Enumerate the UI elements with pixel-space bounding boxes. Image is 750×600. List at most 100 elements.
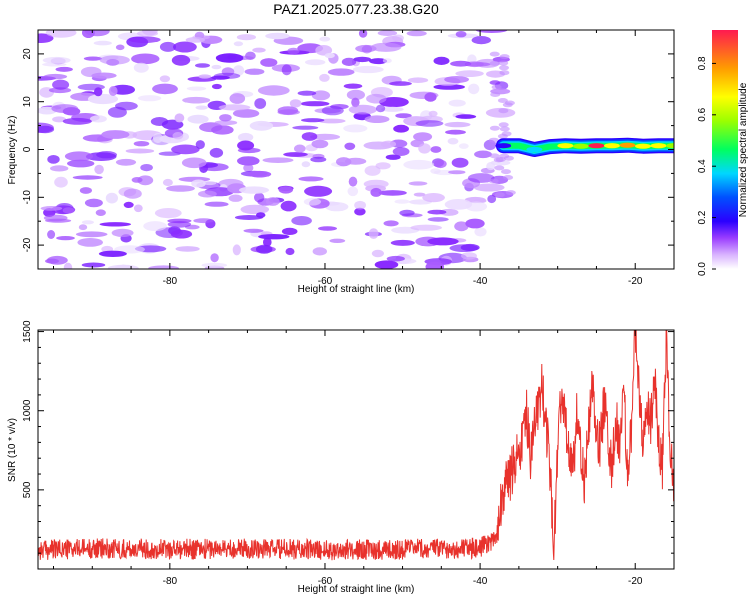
noise-blob [499,65,509,71]
noise-blob [354,207,366,216]
noise-blob [422,193,445,203]
noise-blob [325,202,349,212]
noise-blob [240,204,270,215]
noise-blob [254,192,265,203]
noise-blob [195,140,205,150]
noise-blob [133,141,150,147]
noise-blob [403,159,435,170]
noise-blob [159,41,177,52]
signal-ridge-peak [635,143,651,149]
signal-ridge-peak [541,144,558,150]
noise-blob [115,158,137,166]
noise-blob [211,64,222,70]
noise-blob [154,208,182,219]
noise-blob [393,124,409,133]
noise-blob [499,126,510,132]
noise-blob [455,114,477,119]
colorbar-tick-label: 0.4 [697,159,708,173]
x-tick-label: -80 [163,276,178,287]
noise-blob [108,86,118,96]
noise-blob [87,93,119,105]
noise-blob [368,228,379,239]
noise-blob [292,125,319,130]
noise-blob [427,217,449,222]
snr-frame [37,329,675,570]
noise-blob [166,185,195,192]
y-tick-label: -20 [22,237,33,252]
noise-blob [280,200,297,212]
noise-blob [319,36,331,42]
noise-blob [380,140,397,148]
noise-blob [94,87,103,97]
noise-blob [210,253,219,263]
signal-ridge-peak [572,143,589,149]
noise-blob [392,147,410,156]
noise-blob [62,207,75,214]
noise-blob [75,231,108,238]
noise-blob [55,66,73,72]
noise-blob [489,60,500,66]
noise-blob [498,108,509,114]
noise-blob [474,150,492,159]
noise-blob [354,200,366,210]
noise-blob [215,53,244,63]
noise-blob [444,76,469,83]
noise-blob [379,97,409,108]
signal-ridge [495,137,674,157]
noise-blob [294,144,306,153]
spectrogram-y-label: Frequency (Hz) [7,116,18,185]
noise-blob [107,264,139,269]
signal-ridge-peak [650,143,667,149]
noise-blob [433,56,450,65]
colorbar-gradient [712,30,738,269]
noise-blob [125,148,155,154]
y-tick-label: 10 [22,96,33,108]
noise-blob [382,58,392,64]
noise-blob [427,209,447,215]
noise-blob [321,105,344,116]
spectrogram-panel: -80 -60 -40 -20 -20 -10 0 10 20 Height of strai… [7,29,675,295]
noise-blob [277,109,300,116]
noise-blob [407,77,429,83]
noise-blob [181,157,207,169]
noise-blob [213,72,241,79]
noise-blob [283,152,308,157]
noise-blob [159,75,171,83]
noise-blob [499,54,510,60]
noise-blob [89,115,107,123]
noise-blob [493,157,504,163]
noise-blob [234,215,264,220]
noise-blob [171,144,200,155]
noise-blob [52,79,70,90]
noise-blob [96,151,117,159]
noise-blob [214,120,238,126]
y-tick-label: 0 [22,146,33,152]
noise-blob [262,157,294,163]
noise-blob [232,244,241,256]
noise-blob [370,42,402,52]
noise-blob [38,125,55,134]
noise-blob [133,204,143,213]
noise-blob [473,183,505,192]
noise-blob [219,114,232,122]
noise-blob [140,164,153,172]
noise-blob [52,116,67,123]
noise-blob [394,199,410,204]
noise-blob [43,214,68,222]
snr-x-label: Height of straight line (km) [298,584,415,595]
signal-ridge-peak [588,143,605,149]
noise-blob [353,56,372,63]
noise-blob [123,201,134,208]
noise-blob [47,230,56,239]
snr-y-ticks: 500 1000 1500 [22,320,674,554]
noise-blob [99,55,130,65]
noise-blob [209,147,224,158]
noise-blob [128,36,161,43]
noise-blob [93,40,112,46]
noise-blob [201,262,228,268]
noise-blob [204,201,229,207]
noise-blob [143,221,167,232]
noise-blob [236,34,256,41]
noise-blob [228,194,243,202]
noise-blob [385,154,401,160]
